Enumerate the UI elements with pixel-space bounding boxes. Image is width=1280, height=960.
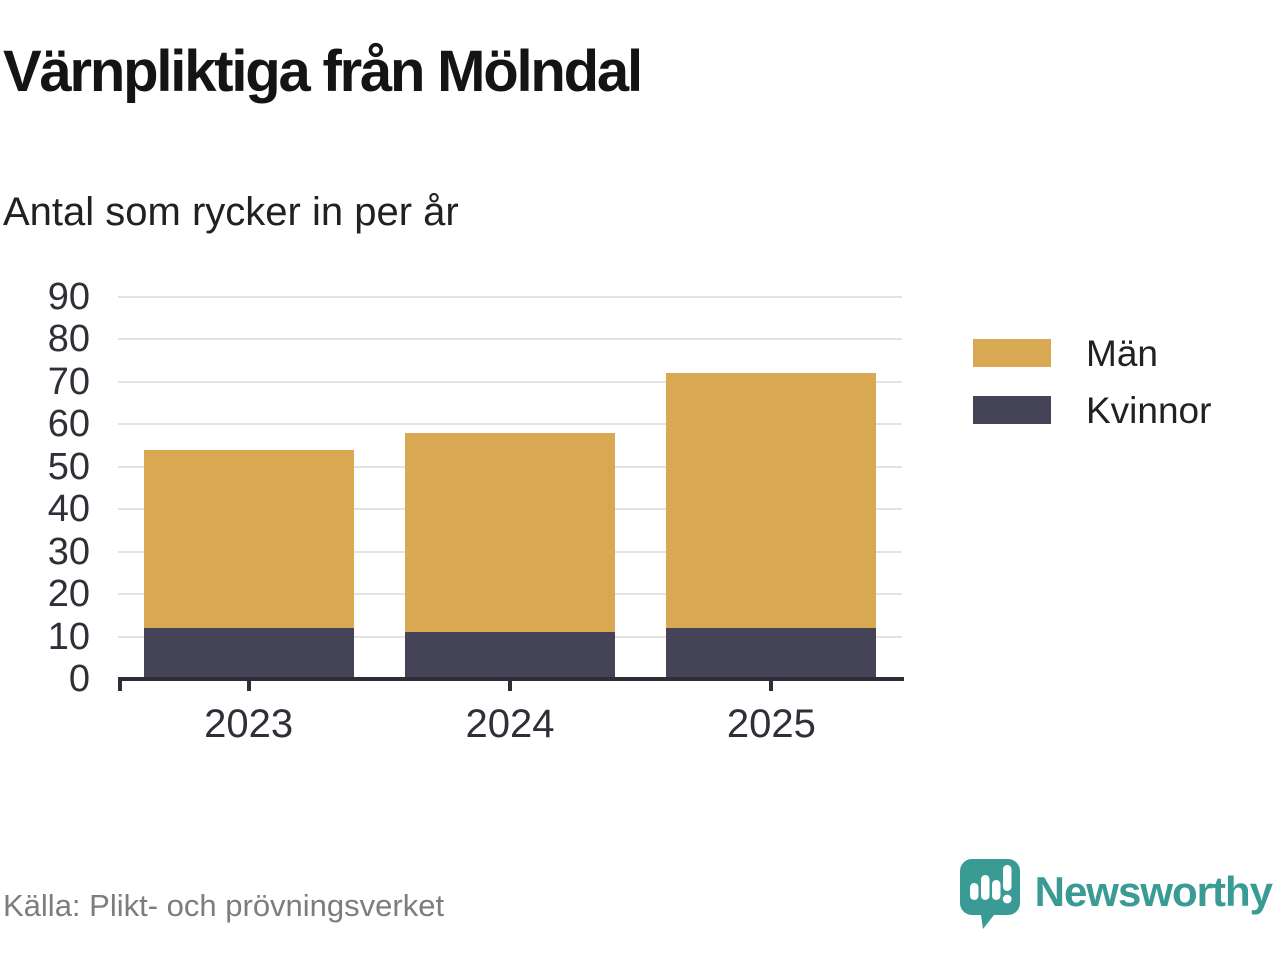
bar-segment-män-2024: [405, 432, 615, 633]
y-tick-label-60: 60: [47, 403, 90, 446]
bar-segment-kvinnor-2024: [405, 632, 615, 679]
bar-segment-kvinnor-2025: [666, 628, 877, 679]
x-tick-label-2025: 2025: [726, 702, 816, 746]
newsworthy-speech-bubble-chart-icon: [959, 859, 1020, 929]
bar-segment-kvinnor-2023: [143, 628, 354, 679]
x-tick-2023: [246, 681, 251, 691]
gridline-60: [118, 423, 902, 426]
y-tick-label-20: 20: [47, 573, 90, 616]
legend-label-kvinnor: Kvinnor: [1086, 389, 1212, 431]
brand-logo: Newsworthy: [959, 858, 1273, 930]
legend-swatch-kvinnor: [973, 396, 1051, 424]
x-axis-line: [118, 677, 904, 681]
bar-segment-män-2025: [666, 373, 877, 629]
chart-title: Värnpliktiga från Mölndal: [3, 39, 643, 104]
x-tick-2024: [508, 681, 512, 691]
source-note: Källa: Plikt- och prövningsverket: [3, 888, 445, 923]
legend: Män Kvinnor: [973, 335, 1211, 453]
y-tick-label-0: 0: [68, 658, 90, 700]
y-tick-label-50: 50: [47, 445, 90, 488]
y-tick-label-40: 40: [47, 488, 90, 531]
gridline-80: [118, 338, 902, 341]
y-tick-label-30: 30: [47, 530, 90, 573]
y-tick-label-70: 70: [47, 360, 90, 403]
chart-subtitle: Antal som rycker in per år: [3, 190, 459, 234]
plot-area: [118, 296, 902, 679]
gridline-90: [118, 296, 902, 298]
gridline-70: [118, 380, 902, 383]
x-axis-end-tick: [118, 681, 122, 691]
y-tick-label-10: 10: [47, 615, 90, 658]
bar-segment-män-2023: [143, 449, 354, 629]
legend-item-män: Män: [973, 335, 1211, 372]
y-tick-label-80: 80: [47, 318, 90, 361]
brand-name: Newsworthy: [1034, 868, 1273, 915]
x-tick-2025: [769, 681, 774, 691]
legend-item-kvinnor: Kvinnor: [973, 392, 1211, 429]
y-tick-label-90: 90: [47, 276, 90, 318]
x-tick-label-2024: 2024: [465, 702, 555, 746]
legend-swatch-män: [973, 339, 1051, 367]
legend-label-män: Män: [1086, 332, 1158, 374]
x-tick-label-2023: 2023: [204, 702, 294, 746]
